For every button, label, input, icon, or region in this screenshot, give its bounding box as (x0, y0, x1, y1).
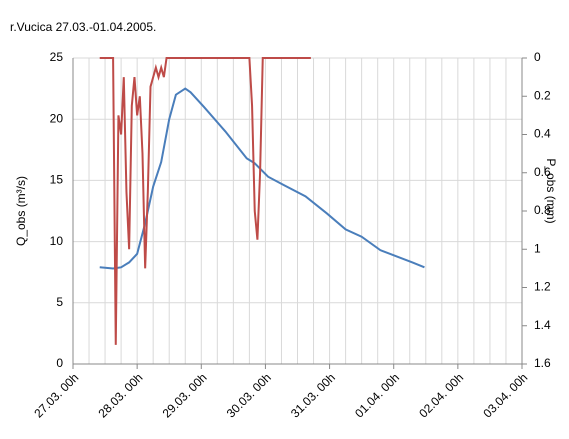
series-line (99, 57, 311, 345)
y-tick-label: 25 (50, 50, 64, 64)
x-tick-label: 27.03. 00h (31, 370, 81, 420)
x-tick-label: 30.03. 00h (224, 370, 274, 420)
y2-tick-label: 0.6 (534, 165, 551, 179)
y2-tick-label: 0.4 (534, 127, 551, 141)
x-tick-label: 29.03. 00h (160, 370, 210, 420)
y-tick-label: 15 (50, 173, 64, 187)
y-tick-label: 10 (50, 234, 64, 248)
y2-tick-label: 0.8 (534, 203, 551, 217)
y-tick-label: 0 (56, 356, 63, 370)
y2-tick-label: 0.2 (534, 88, 551, 102)
y2-tick-label: 0 (534, 50, 541, 64)
y-tick-label: 20 (50, 111, 64, 125)
x-tick-label: 03.04. 00h (480, 370, 530, 420)
y2-tick-label: 1.2 (534, 280, 551, 294)
y2-tick-label: 1 (534, 241, 541, 255)
chart-title: r.Vucica 27.03.-01.04.2005. (10, 20, 156, 34)
y-tick-label: 5 (56, 295, 63, 309)
y2-tick-label: 1.6 (534, 356, 551, 370)
series-line (99, 87, 425, 270)
y2-tick-label: 1.4 (534, 318, 551, 332)
x-tick-label: 28.03. 00h (96, 370, 146, 420)
x-tick-label: 31.03. 00h (288, 370, 338, 420)
x-tick-label: 01.04. 00h (352, 370, 402, 420)
y-axis-label: Q_obs (m³/s) (14, 176, 28, 246)
y2-axis-label: P_obs (mm) (544, 158, 558, 223)
x-tick-label: 02.04. 00h (416, 370, 466, 420)
